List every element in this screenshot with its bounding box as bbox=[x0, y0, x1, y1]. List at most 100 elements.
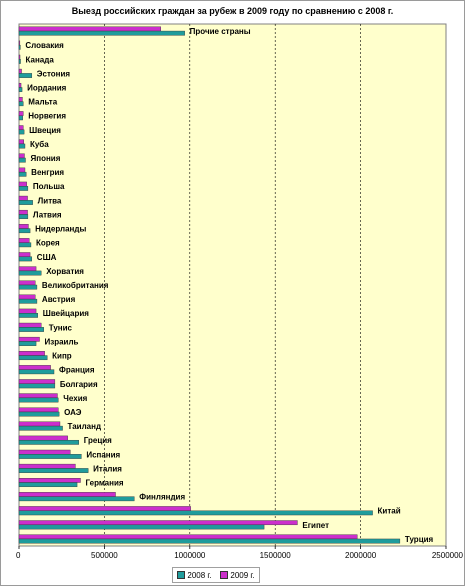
bar-2008 bbox=[18, 327, 44, 332]
x-tick-label: 2500000 bbox=[432, 551, 464, 560]
category-label: Венгрия bbox=[31, 168, 64, 177]
bar-2008 bbox=[18, 73, 33, 78]
category-label: Египет bbox=[302, 521, 329, 530]
bar-2008 bbox=[18, 341, 37, 346]
bar-2009 bbox=[18, 322, 42, 328]
bar-2008 bbox=[18, 425, 63, 431]
bar-2009 bbox=[18, 492, 116, 497]
category-label: Швеция bbox=[29, 126, 61, 135]
bar-2009 bbox=[18, 209, 28, 215]
x-tick-label: 0 bbox=[16, 551, 21, 560]
bar-2009 bbox=[18, 534, 358, 540]
bar-2009 bbox=[18, 336, 40, 342]
bar-2009 bbox=[18, 421, 61, 427]
category-label: Таиланд bbox=[68, 422, 102, 431]
bar-2008 bbox=[18, 157, 26, 163]
category-label: Франция bbox=[59, 366, 95, 375]
bars bbox=[18, 26, 401, 544]
category-label: Иордания bbox=[27, 83, 67, 92]
bar-2009 bbox=[18, 407, 59, 413]
category-label: Чехия bbox=[63, 394, 87, 403]
bar-2009 bbox=[18, 40, 21, 46]
bar-2009 bbox=[18, 153, 25, 159]
category-label: Финляндия bbox=[139, 493, 185, 502]
bar-2009 bbox=[18, 167, 26, 173]
category-label: Великобритания bbox=[42, 281, 109, 290]
bar-2008 bbox=[18, 101, 24, 107]
legend-swatch-2008 bbox=[177, 571, 186, 579]
category-label: Прочие страны bbox=[190, 27, 251, 36]
bar-2008 bbox=[18, 200, 33, 205]
bar-2009 bbox=[18, 379, 56, 384]
category-label: Корея bbox=[36, 239, 60, 248]
bar-2009 bbox=[18, 463, 76, 469]
bar-2008 bbox=[18, 59, 21, 64]
chart-title: Выезд российских граждан за рубеж в 2009… bbox=[71, 6, 394, 16]
bar-2009 bbox=[18, 26, 161, 32]
bar-2008 bbox=[18, 411, 60, 417]
bar-2008 bbox=[18, 256, 33, 262]
bar-2009 bbox=[18, 351, 45, 356]
x-tick-label: 2000000 bbox=[345, 551, 377, 560]
category-label: Израиль bbox=[44, 337, 78, 346]
bar-2009 bbox=[18, 520, 298, 526]
bar-2008 bbox=[18, 496, 135, 502]
legend-item-2008: 2008 г. bbox=[177, 570, 212, 580]
bar-2008 bbox=[18, 454, 82, 459]
bar-2009 bbox=[18, 139, 24, 145]
category-label: Кипр bbox=[52, 352, 72, 361]
category-label: Япония bbox=[30, 154, 60, 163]
bar-2008 bbox=[18, 439, 79, 445]
category-label: Болгария bbox=[60, 380, 98, 389]
bar-2008 bbox=[18, 214, 29, 219]
bar-2008 bbox=[18, 186, 29, 191]
bar-2008 bbox=[18, 482, 78, 488]
bar-2008 bbox=[18, 115, 23, 121]
category-label: Турция bbox=[405, 535, 434, 544]
category-label: Польша bbox=[33, 182, 65, 191]
bar-2008 bbox=[18, 171, 27, 177]
category-label: Литва bbox=[38, 196, 62, 205]
bar-2008 bbox=[18, 284, 38, 290]
bar-2009 bbox=[18, 252, 31, 257]
bar-2008 bbox=[18, 44, 21, 50]
x-tick-labels: 0 500000 1000000 1500000 2000000 2500000 bbox=[16, 546, 464, 560]
bar-2009 bbox=[18, 54, 21, 60]
bar-2008 bbox=[18, 355, 48, 361]
bar-2008 bbox=[18, 270, 42, 276]
bar-2009 bbox=[18, 195, 28, 201]
legend-label-2008: 2008 г. bbox=[187, 570, 212, 580]
category-label: Эстония bbox=[37, 69, 71, 78]
bar-2009 bbox=[18, 224, 29, 229]
bar-2009 bbox=[18, 365, 51, 370]
bar-2009 bbox=[18, 294, 36, 300]
bar-2009 bbox=[18, 97, 23, 102]
bar-2008 bbox=[18, 524, 265, 530]
x-tick-label: 1000000 bbox=[174, 551, 206, 560]
category-label: Германия bbox=[85, 479, 123, 488]
bar-2009 bbox=[18, 266, 37, 272]
category-label: Хорватия bbox=[46, 267, 84, 276]
x-tick-label: 500000 bbox=[91, 551, 118, 560]
category-label: Испания bbox=[86, 450, 120, 459]
bar-2008 bbox=[18, 510, 373, 516]
legend-item-2009: 2009 г. bbox=[220, 570, 255, 580]
bar-2009 bbox=[18, 506, 191, 511]
bar-2008 bbox=[18, 468, 89, 473]
category-label: Швейцария bbox=[43, 309, 89, 318]
bar-2009 bbox=[18, 68, 22, 74]
bar-2008 bbox=[18, 242, 32, 248]
bar-2009 bbox=[18, 280, 36, 286]
bar-2008 bbox=[18, 369, 55, 375]
bar-2008 bbox=[18, 143, 26, 149]
legend-label-2009: 2009 г. bbox=[230, 570, 255, 580]
category-label: Италия bbox=[93, 464, 122, 473]
category-label: Латвия bbox=[33, 210, 62, 219]
bar-2009 bbox=[18, 125, 24, 131]
bar-2008 bbox=[18, 298, 38, 304]
bar-2008 bbox=[18, 129, 25, 135]
bar-2008 bbox=[18, 397, 59, 403]
bar-2009 bbox=[18, 111, 24, 116]
bar-2009 bbox=[18, 181, 27, 187]
